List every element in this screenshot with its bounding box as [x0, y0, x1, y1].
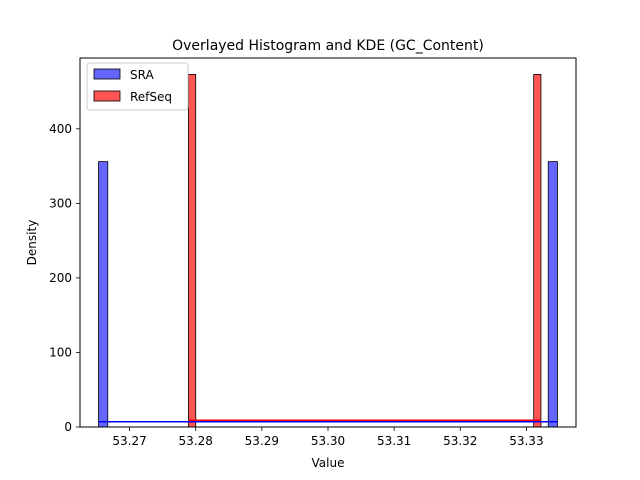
- chart-title: Overlayed Histogram and KDE (GC_Content): [172, 38, 484, 54]
- bar-refseq-0: [188, 74, 197, 428]
- x-axis: 53.27 53.28 53.29 53.30 53.31 53.32 53.33: [112, 427, 544, 448]
- x-tick-label: 53.33: [509, 434, 543, 448]
- bar-sra-0: [98, 161, 109, 428]
- legend-label-sra: SRA: [130, 68, 154, 82]
- legend: SRA RefSeq: [86, 62, 189, 111]
- x-tick-label: 53.28: [179, 434, 213, 448]
- y-tick-label: 200: [49, 271, 72, 285]
- y-axis-title: Density: [25, 220, 39, 266]
- legend-swatch-sra: [93, 68, 121, 80]
- legend-swatch-refseq: [93, 90, 121, 102]
- kde-layer: [98, 419, 558, 423]
- y-tick-label: 300: [49, 196, 72, 210]
- y-axis: 0 100 200 300 400: [49, 122, 80, 434]
- x-axis-title: Value: [312, 456, 345, 470]
- y-tick-label: 100: [49, 345, 72, 359]
- legend-label-refseq: RefSeq: [130, 90, 172, 104]
- x-tick-label: 53.29: [245, 434, 279, 448]
- bar-refseq-1: [533, 74, 542, 428]
- x-tick-label: 53.27: [112, 434, 146, 448]
- bar-sra-1: [547, 161, 558, 428]
- y-tick-label: 400: [49, 122, 72, 136]
- x-tick-label: 53.30: [311, 434, 345, 448]
- x-tick-label: 53.32: [443, 434, 477, 448]
- y-tick-label: 0: [64, 420, 72, 434]
- x-tick-label: 53.31: [377, 434, 411, 448]
